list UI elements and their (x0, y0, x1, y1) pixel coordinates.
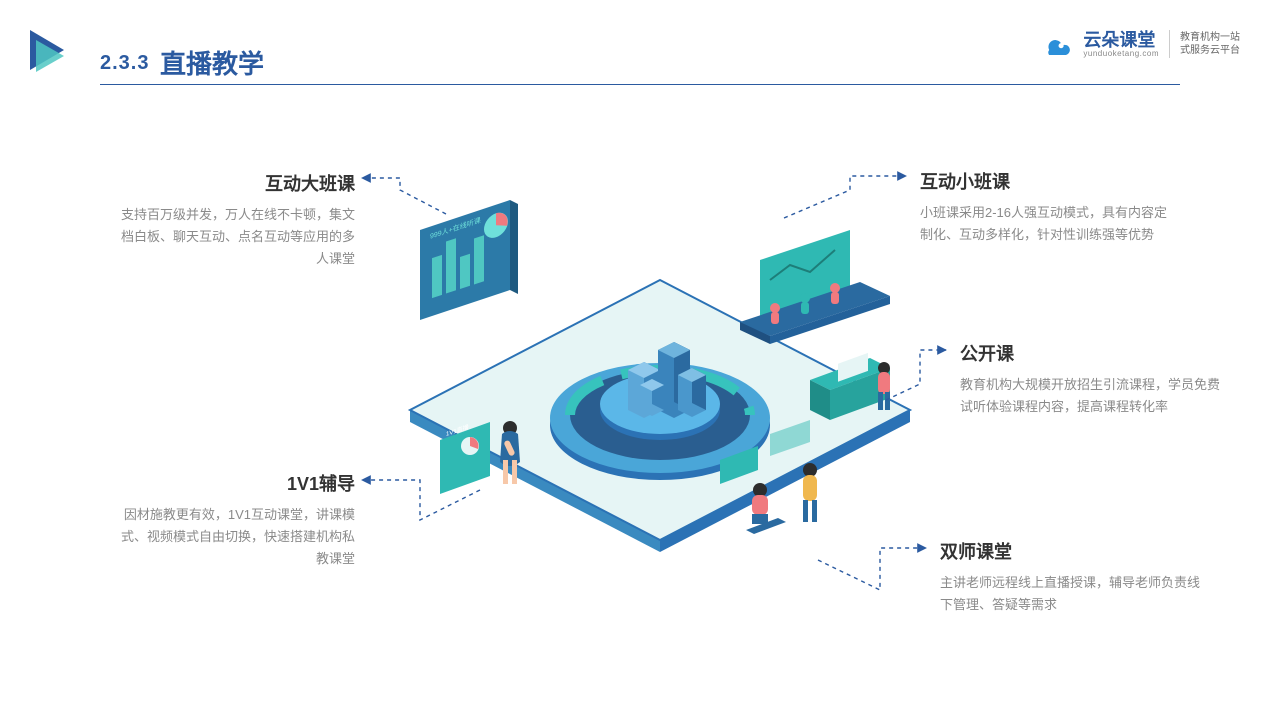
callout-title: 互动大班课 (115, 170, 355, 196)
callout-mid-right: 公开课 教育机构大规模开放招生引流课程，学员免费试听体验课程内容，提高课程转化率 (960, 340, 1220, 418)
section-number: 2.3.3 (100, 52, 149, 75)
callout-title: 互动小班课 (920, 168, 1180, 194)
section-title: 直播教学 (160, 44, 264, 81)
brand-logo: 云朵课堂 yunduoketang.com 教育机构一站 式服务云平台 (1039, 30, 1240, 58)
cloud-icon (1039, 32, 1073, 56)
brand-tag-1: 教育机构一站 (1180, 31, 1240, 44)
callout-bottom-left: 1V1辅导 因材施教更有效，1V1互动课堂，讲课模式、视频模式自由切换，快速搭建… (115, 470, 355, 570)
callout-top-right: 互动小班课 小班课采用2-16人强互动模式，具有内容定制化、互动多样化，针对性训… (920, 168, 1180, 246)
callout-title: 公开课 (960, 340, 1220, 366)
callout-title: 双师课堂 (940, 538, 1200, 564)
callout-top-left: 互动大班课 支持百万级并发，万人在线不卡顿，集文档白板、聊天互动、点名互动等应用… (115, 170, 355, 270)
callout-body: 教育机构大规模开放招生引流课程，学员免费试听体验课程内容，提高课程转化率 (960, 374, 1220, 418)
brand-tag-2: 式服务云平台 (1180, 44, 1240, 57)
callout-bottom-right: 双师课堂 主讲老师远程线上直播授课，辅导老师负责线下管理、答疑等需求 (940, 538, 1200, 616)
brand-name: 云朵课堂 (1083, 31, 1159, 49)
callout-body: 主讲老师远程线上直播授课，辅导老师负责线下管理、答疑等需求 (940, 572, 1200, 616)
callout-title: 1V1辅导 (115, 470, 355, 496)
callout-body: 支持百万级并发，万人在线不卡顿，集文档白板、聊天互动、点名互动等应用的多人课堂 (115, 204, 355, 270)
callout-body: 小班课采用2-16人强互动模式，具有内容定制化、互动多样化，针对性训练强等优势 (920, 202, 1180, 246)
brand-sub: yunduoketang.com (1083, 49, 1159, 58)
callout-body: 因材施教更有效，1V1互动课堂，讲课模式、视频模式自由切换，快速搭建机构私教课堂 (115, 504, 355, 570)
corner-triangle-icon (30, 30, 74, 74)
isometric-illustration: 999人+在线听课 (380, 160, 940, 600)
title-underline (100, 84, 1180, 85)
